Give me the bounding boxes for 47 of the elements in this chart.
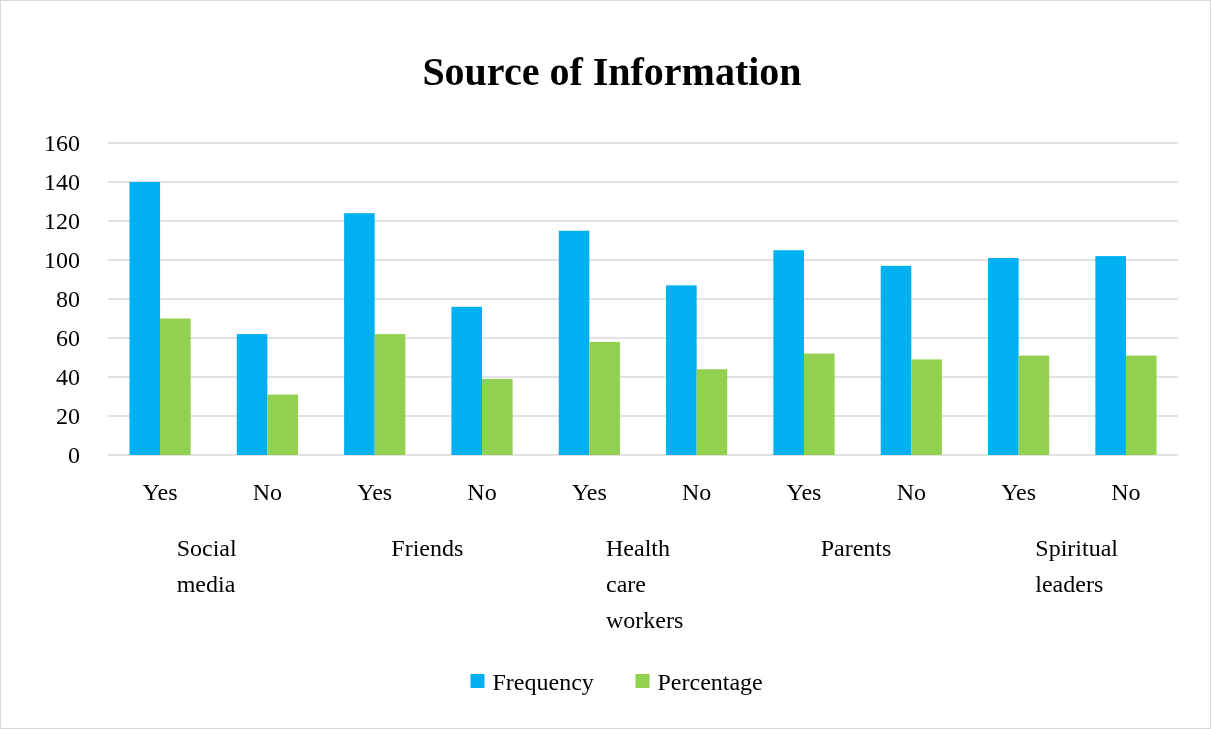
bar xyxy=(451,306,483,455)
y-tick-label: 80 xyxy=(56,286,80,313)
x-tick-label: No xyxy=(252,479,283,505)
bar xyxy=(911,359,942,455)
x-tick-label: No xyxy=(896,479,926,505)
y-tick-label: 160 xyxy=(44,130,80,157)
bar xyxy=(482,378,513,455)
bar xyxy=(267,394,298,455)
text: Friends xyxy=(391,535,464,561)
text: Health care workers xyxy=(606,535,684,633)
y-tick-label: 0 xyxy=(68,442,80,469)
bar xyxy=(374,334,406,455)
y-tick-label: 40 xyxy=(56,364,80,391)
y-tick-label: 120 xyxy=(44,208,80,235)
y-tick-label: 60 xyxy=(56,325,80,352)
bar xyxy=(1095,256,1126,455)
x-tick-label: Yes xyxy=(571,479,607,505)
chart-title: Source of Information xyxy=(422,49,802,94)
legend-label: Frequency xyxy=(492,669,594,695)
bar xyxy=(773,250,804,455)
bar xyxy=(803,353,835,455)
bar xyxy=(1018,355,1050,455)
bar xyxy=(880,265,912,455)
bar xyxy=(1125,355,1157,455)
bar xyxy=(666,285,697,455)
x-tick-label: No xyxy=(467,479,497,505)
bar xyxy=(558,230,590,455)
y-tick-label: 100 xyxy=(44,247,80,274)
bar xyxy=(696,369,728,455)
text: Spiritual leaders xyxy=(1035,535,1119,597)
x-tick-label: Yes xyxy=(357,479,393,505)
bar xyxy=(344,213,375,455)
x-tick-label: No xyxy=(1111,479,1141,505)
x-tick-label: Yes xyxy=(142,479,178,505)
text: Social media xyxy=(176,535,238,597)
legend-label: Percentage xyxy=(657,669,763,695)
text: Parents xyxy=(820,535,892,561)
bar xyxy=(988,258,1019,455)
bar xyxy=(236,334,268,455)
bar xyxy=(589,341,620,455)
bar xyxy=(160,318,191,455)
x-tick-label: Yes xyxy=(786,479,822,505)
y-tick-label: 140 xyxy=(44,169,80,196)
bar xyxy=(129,182,161,455)
x-tick-label: Yes xyxy=(1001,479,1037,505)
y-tick-label: 20 xyxy=(56,403,80,430)
x-tick-label: No xyxy=(681,479,712,505)
